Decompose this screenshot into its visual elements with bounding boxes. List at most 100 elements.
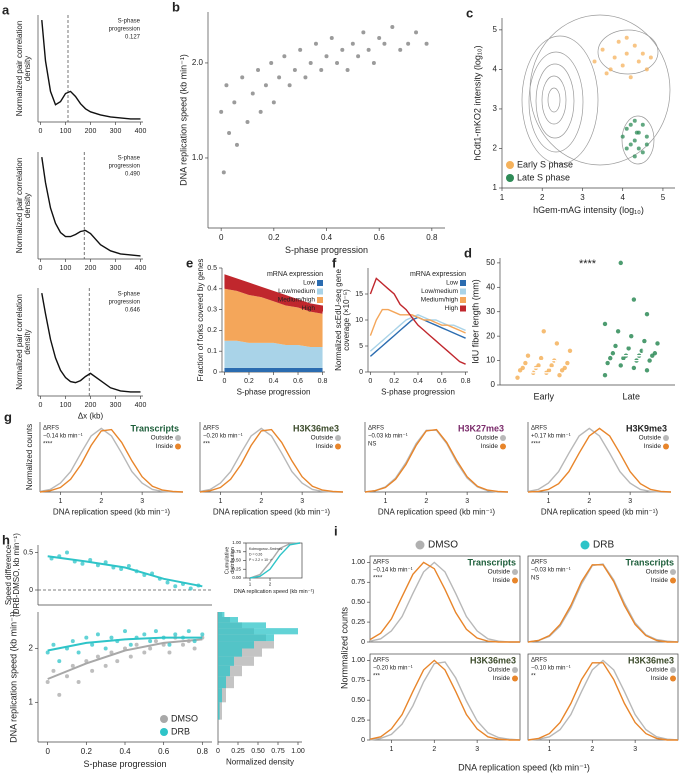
x-tick-label: 0.6	[293, 378, 303, 385]
x-tick-label: 1	[547, 746, 551, 753]
legend-marker	[317, 288, 323, 295]
panel-letter: d	[464, 245, 472, 260]
point	[263, 83, 268, 88]
annotation: ΔRFS	[373, 658, 389, 664]
y-tick-label: 10	[486, 356, 495, 365]
annotation: −0.14 kb min⁻¹	[43, 434, 83, 440]
y-tick-label: 0.25	[351, 619, 365, 626]
x-tick-label: 300	[110, 402, 122, 409]
legend-marker	[506, 161, 514, 169]
line	[527, 564, 678, 643]
y-tick-label: 0.5	[23, 549, 33, 556]
x-tick-label: 200	[85, 402, 97, 409]
point	[655, 341, 660, 346]
legend-label: Low/medium	[421, 288, 458, 295]
point	[51, 642, 56, 647]
plot-frame	[527, 653, 679, 741]
legend-marker	[512, 675, 518, 682]
point	[536, 363, 541, 368]
point	[109, 650, 114, 655]
y-axis-label: density	[23, 56, 32, 81]
annotation: Kolmogorov–Smirnov	[249, 547, 283, 551]
legend-marker	[500, 435, 506, 441]
legend-label: Inside	[651, 577, 669, 584]
x-tick-label: 0.8	[197, 747, 209, 756]
legend-marker	[335, 443, 341, 450]
legend-marker	[663, 435, 669, 441]
point	[84, 635, 89, 640]
line	[39, 428, 184, 493]
legend-label: Outside	[488, 569, 511, 576]
y-axis-label: Normalized pair correlation	[15, 21, 24, 117]
area	[224, 288, 323, 348]
point	[57, 659, 62, 664]
point	[640, 122, 645, 127]
x-tick-label: 0.2	[244, 378, 254, 385]
legend-marker	[512, 577, 518, 584]
x-tick-label: 5	[661, 193, 666, 202]
panel-letter: b	[172, 0, 180, 14]
legend-label: Inside	[493, 577, 511, 584]
y-axis-label: density	[23, 193, 32, 218]
x-tick-label: 0	[39, 265, 43, 272]
point	[51, 668, 56, 673]
point	[554, 341, 560, 346]
annotation: progression	[109, 164, 140, 170]
point	[224, 83, 229, 88]
legend-label: Inside	[156, 443, 174, 450]
x-tick-label: 0.8	[426, 233, 438, 242]
annotation: −0.03 kb min⁻¹	[531, 568, 571, 574]
legend-label: Low/medium	[278, 288, 315, 295]
point	[153, 629, 158, 634]
x-tick-label: 3	[475, 746, 479, 753]
point	[624, 35, 629, 40]
point	[644, 142, 649, 147]
x-tick-label: 0.25	[231, 748, 245, 755]
x-tick-label: 1.00	[291, 748, 305, 755]
legend-label: DMSO	[428, 540, 458, 551]
x-tick-label: 2	[587, 498, 591, 505]
legend-marker	[317, 305, 323, 312]
point	[515, 375, 520, 380]
x-tick-label: 0	[222, 378, 226, 385]
histogram-bar	[218, 634, 274, 642]
line	[369, 316, 466, 357]
point	[620, 63, 625, 68]
x-axis-label: DNA replication speed (kb min⁻¹)	[213, 507, 330, 516]
y-tick-label: 0.25	[232, 566, 241, 571]
point	[186, 629, 191, 634]
box	[618, 345, 644, 362]
legend-label: High	[302, 305, 316, 312]
legend-marker	[670, 667, 676, 673]
point	[45, 679, 50, 684]
x-axis-label: DNA replication speed (kb min⁻¹)	[541, 507, 658, 516]
annotation: 0.646	[125, 308, 141, 314]
point	[624, 51, 629, 56]
legend-label: Medium/high	[278, 297, 316, 304]
x-tick-label: 0	[368, 378, 372, 385]
point	[76, 679, 81, 684]
x-tick-label: 0.4	[119, 747, 131, 756]
point	[647, 358, 652, 363]
x-tick-label: 200	[85, 265, 97, 272]
annotation: S-phase	[118, 292, 141, 298]
annotation: progression	[109, 27, 140, 33]
legend-label: Late S phase	[517, 172, 570, 182]
y-axis-label: IdU fiber length (mm)	[470, 279, 480, 364]
legend-label: Outside	[488, 667, 511, 674]
histogram-bar	[218, 612, 225, 618]
annotation: −0.20 kb min⁻¹	[203, 434, 243, 440]
point	[618, 260, 623, 266]
legend-label: Outside	[646, 569, 669, 576]
point	[604, 71, 609, 76]
y-tick-label: 0.50	[232, 558, 241, 563]
point	[95, 654, 100, 659]
point	[232, 100, 237, 105]
point	[628, 122, 633, 127]
point	[636, 59, 641, 64]
line	[364, 428, 509, 493]
y-tick-label: 40	[486, 282, 495, 291]
x-tick-label: 100	[60, 128, 72, 135]
legend-marker	[317, 297, 323, 303]
area	[224, 274, 323, 314]
